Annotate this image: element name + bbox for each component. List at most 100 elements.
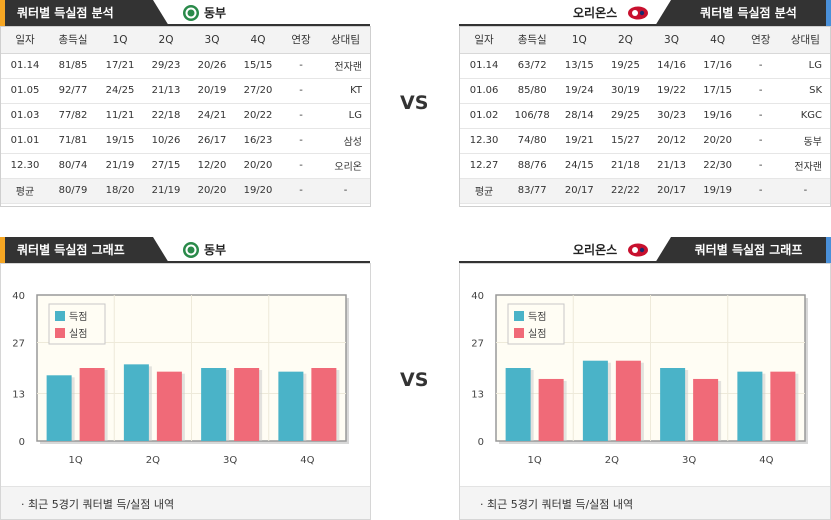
legend-swatch: [55, 311, 65, 321]
column-header: 상대팀: [780, 27, 830, 54]
column-header: 연장: [281, 27, 321, 54]
bar-scored: [737, 371, 763, 441]
bar-allowed: [693, 378, 719, 441]
legend-swatch: [55, 328, 65, 338]
stats-table-box: 일자 총득실 1Q 2Q 3Q 4Q 연장 상대팀 01.14 81/85 17/21 29/23 20…: [0, 26, 371, 207]
table-cell: SK: [780, 78, 830, 104]
section-title: 쿼터별 득실점 분석: [671, 0, 826, 26]
table-cell: 19/19: [694, 178, 741, 204]
footnote-bar: [1, 486, 370, 519]
footnote: · 최근 5경기 쿼터별 득/실점 내역: [480, 498, 634, 511]
table-cell: 13/15: [556, 53, 603, 79]
table-row: 01.03 77/82 11/21 22/18 24/21 20/22- LG: [1, 103, 370, 129]
table-cell: 92/77: [49, 78, 97, 104]
x-tick-label: 3Q: [682, 455, 696, 466]
chart-panel: 0 13 27 40 1Q 2Q 3Q 4Q 득점 실점 · 최근 5경기 쿼터별 득/실점 내역: [0, 263, 371, 520]
column-header: 2Q: [602, 27, 649, 54]
x-tick-label: 3Q: [223, 455, 237, 466]
table-cell: -: [281, 128, 321, 154]
table-cell: 20/26: [189, 53, 235, 79]
table-cell: LG: [321, 103, 370, 129]
bar-allowed: [770, 371, 796, 441]
table-cell: 22/18: [143, 103, 189, 129]
table-cell: 20/22: [235, 103, 281, 129]
table-cell: 16/23: [235, 128, 281, 154]
table-cell: 77/82: [49, 103, 97, 129]
table-cell: 17/16: [694, 53, 741, 79]
table-cell: 19/15: [97, 128, 143, 154]
table-row: 01.02 106/78 28/14 29/25 30/23 19/16- KGC: [460, 103, 830, 129]
table-cell: 24/25: [97, 78, 143, 104]
table-cell: 30/19: [602, 78, 649, 104]
table-row: 01.14 63/72 13/15 19/25 14/16 17/16- LG: [460, 53, 830, 79]
table-cell: 27/15: [143, 153, 189, 179]
column-header: 4Q: [235, 27, 281, 54]
tab-slant: [153, 237, 169, 263]
table-cell: 71/81: [49, 128, 97, 154]
column-header: 4Q: [694, 27, 741, 54]
dongbu-logo-icon: [183, 242, 199, 258]
legend-label: 득점: [528, 311, 546, 323]
table-cell: -: [281, 103, 321, 129]
header-accent: [826, 0, 831, 26]
column-header: 2Q: [143, 27, 189, 54]
header-rule: [459, 24, 659, 26]
table-cell: -: [740, 78, 781, 104]
vs-label: VS: [400, 369, 429, 391]
section-title: 쿼터별 득실점 그래프: [671, 237, 826, 263]
bar-allowed: [615, 360, 641, 441]
bar-allowed: [79, 368, 105, 441]
table-cell: 28/14: [556, 103, 603, 129]
table-cell: 74/80: [508, 128, 557, 154]
table-cell: 30/23: [648, 103, 695, 129]
table-cell: 삼성: [321, 128, 370, 154]
y-tick-label: 40: [471, 291, 484, 302]
table-cell: -: [281, 153, 321, 179]
average-row: 평균 83/77 20/17 22/22 20/17 19/19- -: [460, 178, 830, 204]
table-cell: 19/22: [648, 78, 695, 104]
bar-scored: [660, 368, 686, 441]
table-cell: 20/17: [556, 178, 603, 204]
bar-allowed: [156, 371, 182, 441]
table-cell: 19/21: [556, 128, 603, 154]
table-cell: -: [281, 78, 321, 104]
column-header: 1Q: [97, 27, 143, 54]
y-tick-label: 0: [19, 437, 25, 448]
table-cell: -: [740, 153, 781, 179]
table-cell: 19/24: [556, 78, 603, 104]
table-row: 01.06 85/80 19/24 30/19 19/22 17/15- SK: [460, 78, 830, 104]
dongbu-logo-icon: [183, 5, 199, 21]
table-cell: -: [281, 178, 321, 204]
header-bottom-right: 오리온스 쿼터별 득실점 그래프: [459, 237, 831, 263]
table-cell: -: [740, 103, 781, 129]
header-bottom-left: 쿼터별 득실점 그래프 동부: [0, 237, 370, 263]
table-cell: 21/18: [602, 153, 649, 179]
table-cell: 29/25: [602, 103, 649, 129]
column-header: 연장: [740, 27, 781, 54]
table-cell: 평균: [1, 178, 49, 204]
header-top-right: 오리온스 쿼터별 득실점 분석: [459, 0, 831, 26]
table-cell: -: [740, 128, 781, 154]
table-cell: KGC: [780, 103, 830, 129]
table-row: 12.30 80/74 21/19 27/15 12/20 20/20- 오리온: [1, 153, 370, 179]
table-cell: 01.14: [460, 53, 509, 79]
table-cell: 01.02: [460, 103, 509, 129]
chart-panel: 0 13 27 40 1Q 2Q 3Q 4Q 득점 실점 · 최근 5경기 쿼터별 득/실점 내역: [459, 263, 831, 520]
bar-scored: [123, 364, 149, 441]
y-tick-label: 40: [12, 291, 25, 302]
table-cell: 19/20: [235, 178, 281, 204]
bar-scored: [201, 368, 227, 441]
section-title: 쿼터별 득실점 분석: [5, 0, 153, 26]
quarter-stats-table: 일자 총득실 1Q 2Q 3Q 4Q 연장 상대팀 01.14 63/72 13/15 19/25 14…: [460, 27, 830, 204]
team-name: 동부: [204, 6, 227, 20]
x-tick-label: 1Q: [69, 455, 83, 466]
orions-logo-icon: [628, 6, 648, 20]
table-cell: 전자랜: [780, 153, 830, 179]
table-cell: LG: [780, 53, 830, 79]
header-rule: [160, 24, 370, 26]
table-cell: 20/20: [694, 128, 741, 154]
table-cell: 24/15: [556, 153, 603, 179]
table-cell: 21/19: [143, 178, 189, 204]
table-cell: 81/85: [49, 53, 97, 79]
